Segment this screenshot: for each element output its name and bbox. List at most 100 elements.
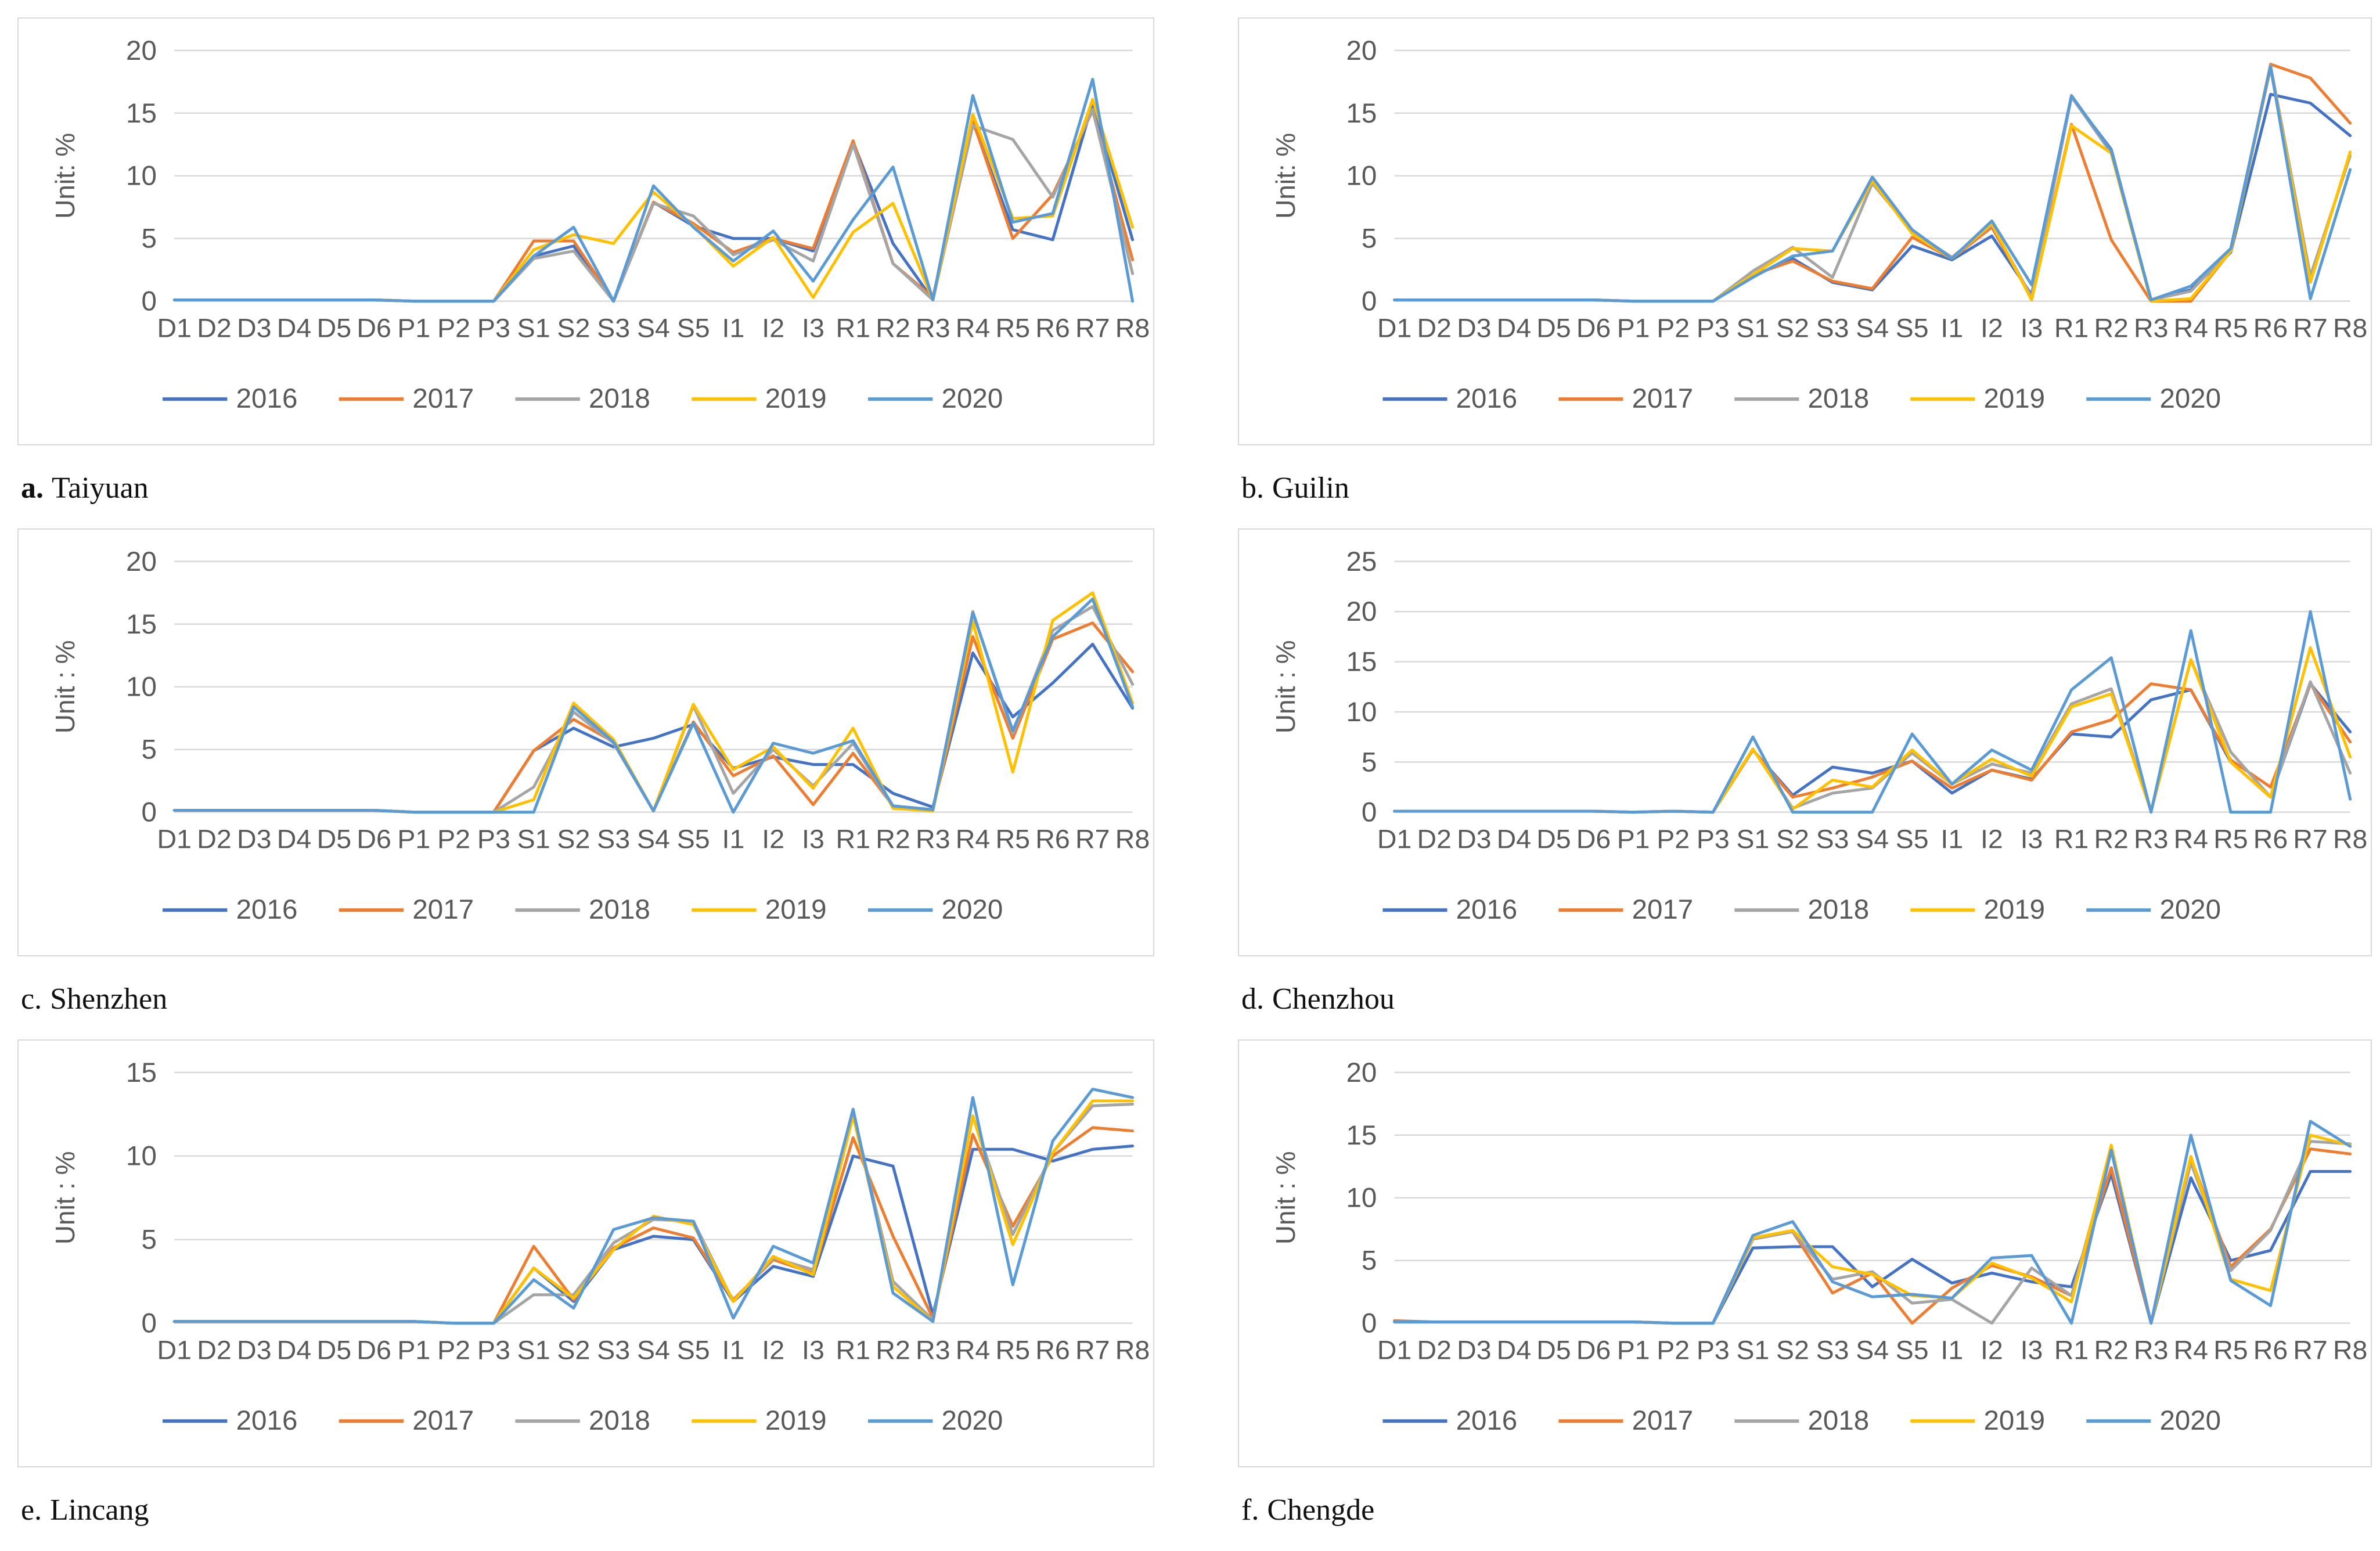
series-line-2020 (1393, 610, 2352, 814)
x-category-label: R1 (836, 824, 870, 854)
y-axis-title: Unit: % (50, 133, 80, 219)
chart-box-chengde: 0 5 10 15 20 Unit : % D1 D2 D3 D4 D5 D6 P1 P2 P3 S1 S2 S3… (1238, 1039, 2372, 1467)
y-tick-label: 15 (126, 609, 157, 640)
x-category-label: P3 (1697, 313, 1730, 343)
x-category-label: S3 (1816, 824, 1849, 854)
chart-caption-lincang: e. Lincang (21, 1493, 1154, 1527)
x-category-label: D1 (1377, 824, 1412, 854)
series-line-2020 (1393, 65, 2352, 303)
x-category-label: R1 (836, 1335, 870, 1365)
chart-caption-chenzhou: d. Chenzhou (1241, 982, 2372, 1016)
y-tick-label: 10 (1346, 1182, 1377, 1213)
legend-label-2020: 2020 (942, 1405, 1003, 1436)
x-category-label: I3 (2021, 313, 2043, 343)
caption-city: Chenzhou (1272, 983, 1395, 1016)
x-category-label: I1 (722, 824, 745, 854)
x-category-label: R6 (1035, 824, 1070, 854)
x-category-label: S4 (637, 1335, 670, 1365)
x-category-label: S3 (597, 824, 630, 854)
x-category-label: D2 (197, 1335, 232, 1365)
x-category-label: R1 (2054, 824, 2089, 854)
y-tick-label: 15 (1346, 98, 1377, 128)
x-category-label: R1 (2054, 1335, 2089, 1365)
panel-guilin: 0 5 10 15 20 Unit: % D1 D2 D3 D4 D5 D6 P1 P2 P3 S1 S2 S3 S… (1238, 17, 2372, 528)
x-category-label: R1 (836, 313, 870, 343)
x-category-label: D4 (277, 1335, 312, 1365)
y-axis-title: Unit : % (50, 640, 80, 733)
x-category-label: R6 (1035, 1335, 1070, 1365)
x-category-label: R5 (2213, 313, 2248, 343)
x-category-label: S1 (1736, 824, 1769, 854)
panel-chenzhou: 0 5 10 15 20 25 Unit : % D1 D2 D3 D4 D5 D6 P1 P2 P3 S1 S2… (1238, 528, 2372, 1039)
series-line-2019 (172, 98, 1135, 303)
panel-chengde: 0 5 10 15 20 Unit : % D1 D2 D3 D4 D5 D6 P1 P2 P3 S1 S2 S3… (1238, 1039, 2372, 1550)
x-category-label: R7 (2293, 313, 2327, 343)
x-category-label: D3 (237, 1335, 272, 1365)
legend-label-2018: 2018 (589, 1405, 650, 1436)
x-category-label: D5 (317, 313, 352, 343)
y-tick-label: 5 (1362, 747, 1377, 778)
x-category-label: D6 (357, 1335, 391, 1365)
x-category-label: R6 (1035, 313, 1070, 343)
x-category-label: R2 (2094, 1335, 2128, 1365)
x-category-label: D4 (277, 313, 312, 343)
y-axis-title: Unit : % (1270, 640, 1301, 733)
x-category-label: I2 (762, 1335, 784, 1365)
series-line-2018 (172, 107, 1135, 303)
x-category-label: R8 (2333, 313, 2367, 343)
legend-label-2018: 2018 (1808, 894, 1870, 924)
y-tick-label: 5 (141, 735, 156, 765)
x-category-label: D1 (157, 1335, 192, 1365)
x-category-label: D5 (317, 1335, 352, 1365)
y-tick-label: 5 (141, 224, 156, 254)
x-category-label: R5 (2213, 824, 2248, 854)
x-category-label: R8 (2333, 1335, 2367, 1365)
x-category-label: D2 (1417, 824, 1452, 854)
x-category-label: R4 (956, 313, 991, 343)
x-category-label: R7 (1075, 1335, 1110, 1365)
line-chart-chenzhou: 0 5 10 15 20 25 Unit : % D1 D2 D3 D4 D5 D6 P1 P2 P3 S1 S2… (1270, 546, 2368, 924)
series-line-2020 (172, 1088, 1135, 1325)
x-category-label: S5 (1896, 313, 1929, 343)
y-axis-title: Unit : % (1270, 1151, 1301, 1244)
legend-label-2016: 2016 (1456, 1405, 1518, 1435)
x-category-label: S4 (637, 313, 670, 343)
x-category-label: I3 (2021, 824, 2043, 854)
legend-label-2019: 2019 (1984, 1405, 2046, 1435)
chart-caption-shenzhen: c. Shenzhen (21, 982, 1154, 1016)
legend-label-2019: 2019 (1984, 894, 2046, 924)
x-category-label: I3 (802, 824, 824, 854)
x-category-label: D2 (197, 313, 232, 343)
x-category-label: S5 (677, 313, 710, 343)
legend-label-2020: 2020 (2159, 894, 2221, 924)
x-category-label: P3 (477, 824, 510, 854)
x-category-label: S4 (1856, 824, 1889, 854)
x-category-label: D5 (1536, 1335, 1571, 1365)
y-tick-label: 0 (1362, 1308, 1377, 1338)
x-category-label: I1 (1940, 824, 1963, 854)
legend-label-2017: 2017 (412, 383, 474, 414)
x-category-label: S4 (1856, 313, 1889, 343)
y-tick-label: 0 (141, 1308, 156, 1339)
x-category-label: I1 (722, 313, 745, 343)
y-tick-label: 10 (126, 1141, 157, 1172)
x-category-label: D5 (1536, 313, 1571, 343)
x-category-label: I3 (2021, 1335, 2043, 1365)
x-category-label: R4 (2174, 313, 2208, 343)
x-category-label: R2 (2094, 313, 2128, 343)
series-line-2018 (172, 1103, 1135, 1325)
y-tick-label: 15 (1346, 1120, 1377, 1150)
x-category-label: D4 (277, 824, 312, 854)
x-category-label: R5 (996, 1335, 1031, 1365)
x-category-label: R3 (916, 1335, 950, 1365)
panel-lincang: 0 5 10 15 Unit : % D1 D2 D3 D4 D5 D6 P1 P2 P3 S1 S2 S3 S4… (17, 1039, 1154, 1550)
x-category-label: R7 (2293, 1335, 2327, 1365)
x-category-label: S4 (1856, 1335, 1889, 1365)
legend-label-2018: 2018 (1808, 1405, 1870, 1435)
legend-label-2016: 2016 (1456, 383, 1518, 413)
x-category-label: D3 (1457, 824, 1491, 854)
legend-label-2017: 2017 (1632, 383, 1694, 413)
y-tick-label: 0 (1362, 286, 1377, 316)
x-category-label: S5 (677, 824, 710, 854)
caption-city: Chengde (1267, 1494, 1375, 1527)
